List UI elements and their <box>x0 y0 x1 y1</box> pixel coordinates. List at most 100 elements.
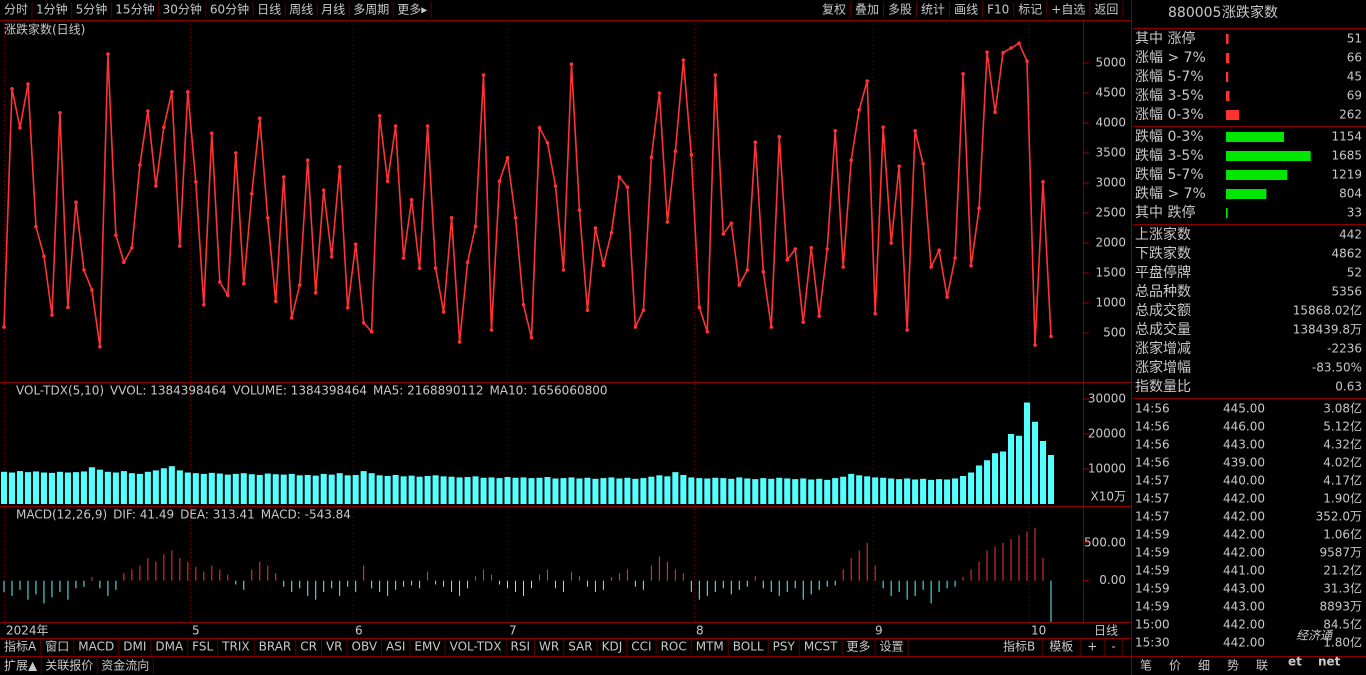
side-tab[interactable]: 笔 <box>1140 658 1152 673</box>
tab[interactable]: 15分钟 <box>115 2 154 17</box>
side-tab[interactable]: 价 <box>1169 659 1181 673</box>
tab[interactable]: 返回 <box>1094 3 1118 17</box>
tab[interactable]: EMV <box>414 640 441 654</box>
tick-time: 14:56 <box>1135 420 1170 434</box>
tab[interactable]: 资金流向 <box>101 658 149 673</box>
point <box>577 208 582 212</box>
x-tick-label: 8 <box>696 624 704 638</box>
tab[interactable]: KDJ <box>602 640 623 654</box>
tab[interactable]: 叠加 <box>855 3 879 17</box>
tab[interactable]: VOL-TDX <box>450 640 502 654</box>
tab[interactable]: + <box>1087 640 1097 654</box>
volume-bar <box>360 471 367 504</box>
tab[interactable]: 分时 <box>4 3 28 17</box>
tab[interactable]: TRIX <box>221 640 249 654</box>
tab[interactable]: MACD <box>78 640 114 654</box>
breadth-value: 1219 <box>1331 168 1362 182</box>
tab[interactable]: 更多▸ <box>397 3 427 17</box>
point <box>585 308 590 312</box>
tab[interactable]: 5分钟 <box>76 2 108 17</box>
tab[interactable]: F10 <box>987 3 1009 17</box>
tick-amount: 84.5亿 <box>1323 617 1362 632</box>
tab[interactable]: WR <box>539 640 559 654</box>
side-tab[interactable]: 势 <box>1227 659 1239 673</box>
tab[interactable]: 更多 <box>847 640 871 654</box>
x-tick-label: 6 <box>355 624 363 638</box>
point <box>66 305 70 309</box>
tab[interactable]: 月线 <box>321 3 345 17</box>
tab[interactable]: 设置 <box>880 640 904 654</box>
tick-price: 446.00 <box>1223 420 1265 434</box>
tab[interactable]: RSI <box>511 640 531 654</box>
tab[interactable]: CCI <box>631 640 651 654</box>
stat-label: 上涨家数 <box>1135 226 1191 243</box>
tab[interactable]: 指标A <box>4 639 37 654</box>
tab[interactable]: +自选 <box>1051 3 1085 17</box>
tab[interactable]: ASI <box>386 640 405 654</box>
breadth-bar <box>1226 170 1288 180</box>
tab[interactable]: MCST <box>804 640 838 654</box>
tab[interactable]: BRAR <box>259 640 292 654</box>
breadth-value: 69 <box>1347 89 1362 103</box>
tab[interactable]: CR <box>300 640 317 654</box>
tab[interactable]: 30分钟 <box>163 2 202 17</box>
tab[interactable]: DMI <box>123 640 146 654</box>
volume-bar <box>648 476 655 504</box>
point <box>817 314 822 318</box>
tab[interactable]: 扩展▲ <box>4 659 38 673</box>
tab[interactable]: SAR <box>568 640 592 654</box>
tab[interactable]: 画线 <box>954 3 978 17</box>
side-tab[interactable]: 联 <box>1256 659 1268 673</box>
tab[interactable]: 1分钟 <box>36 2 68 17</box>
volume-bar <box>160 468 167 504</box>
tab[interactable]: 模板 <box>1049 640 1073 654</box>
volume-bar <box>608 477 615 504</box>
point <box>945 295 949 299</box>
tab[interactable]: PSY <box>773 640 796 654</box>
point <box>929 265 933 269</box>
breadth-label: 其中 涨停 <box>1135 30 1195 47</box>
tab[interactable]: 复权 <box>822 3 846 17</box>
volume-bar <box>800 478 807 504</box>
tab[interactable]: FSL <box>192 640 213 654</box>
x-tick-label: 9 <box>875 624 883 638</box>
tab[interactable]: 统计 <box>921 3 945 17</box>
tab[interactable]: MTM <box>696 640 724 654</box>
tab[interactable]: 多周期 <box>353 3 389 17</box>
point <box>265 215 270 220</box>
tab[interactable]: - <box>1111 640 1115 654</box>
volume-bar <box>584 477 591 504</box>
tab[interactable]: 60分钟 <box>210 2 249 17</box>
tab[interactable]: 关联报价 <box>45 658 93 673</box>
legend-text: MACD(12,26,9) <box>16 508 107 522</box>
side-tab[interactable]: 细 <box>1198 659 1210 673</box>
volume-bar <box>512 477 519 504</box>
volume-bar <box>256 474 263 504</box>
tab[interactable]: VR <box>326 640 343 654</box>
tab[interactable]: 窗口 <box>45 640 69 654</box>
tab[interactable]: 周线 <box>289 3 313 17</box>
tick-amount: 8893万 <box>1319 600 1362 614</box>
tick-price: 442.00 <box>1223 618 1265 632</box>
point <box>409 198 414 202</box>
point <box>82 268 86 272</box>
tab[interactable]: 指标B <box>1003 639 1035 654</box>
tab[interactable]: 日线 <box>257 3 281 17</box>
stat-value: 15868.02亿 <box>1293 303 1362 318</box>
tab[interactable]: 标记 <box>1018 3 1042 17</box>
breadth-value: 33 <box>1347 206 1362 220</box>
volume-bar <box>232 473 239 504</box>
stat-value: 52 <box>1347 266 1362 280</box>
volume-bar <box>600 478 607 504</box>
volume-bar <box>536 477 543 504</box>
breadth-bar <box>1226 110 1240 120</box>
tab[interactable]: ROC <box>661 640 687 654</box>
volume-bar <box>1039 441 1047 504</box>
tab[interactable]: BOLL <box>733 640 764 654</box>
volume-bar <box>1008 434 1015 504</box>
tab[interactable]: DMA <box>155 640 184 654</box>
volume-bar <box>304 474 311 504</box>
tab[interactable]: 多股 <box>888 3 912 17</box>
point <box>897 164 901 169</box>
tab[interactable]: OBV <box>352 640 378 654</box>
